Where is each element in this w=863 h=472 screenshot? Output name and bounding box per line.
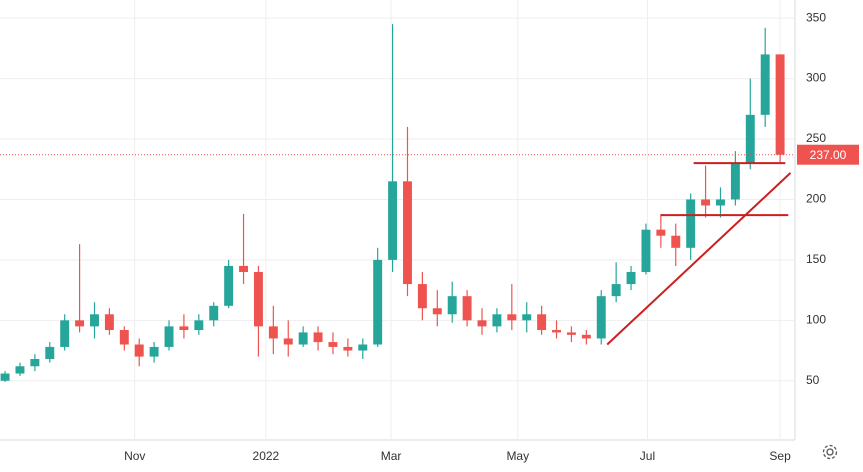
candle-body — [358, 344, 368, 351]
candle-body — [373, 259, 383, 345]
gear-teeth — [822, 444, 838, 460]
y-tick-label: 150 — [806, 252, 826, 266]
candle-body — [552, 330, 562, 333]
candle-body — [417, 284, 427, 309]
candle-body — [75, 320, 85, 327]
candle-body — [492, 314, 502, 327]
candle-body — [253, 271, 263, 327]
candle-body — [462, 296, 472, 321]
settings-icon[interactable] — [822, 444, 838, 460]
trend-line — [606, 172, 792, 346]
candle-body — [581, 334, 591, 339]
x-tick-label: Sep — [769, 449, 791, 463]
candle-body — [730, 163, 740, 200]
x-tick-label: Mar — [381, 449, 402, 463]
candle-body — [671, 235, 681, 248]
candle-body — [566, 332, 576, 335]
candle-body — [477, 320, 487, 327]
y-tick-label: 300 — [806, 71, 826, 85]
y-tick-label: 250 — [806, 131, 826, 145]
candle-body — [239, 265, 249, 272]
candle-body — [507, 314, 517, 321]
candle-body — [149, 346, 159, 357]
candle-body — [15, 366, 25, 374]
candle-body — [701, 199, 711, 206]
candle-body — [164, 326, 174, 347]
x-tick-label: 2022 — [253, 449, 280, 463]
candle-body — [328, 342, 338, 347]
candle-body — [0, 373, 10, 381]
candle-body — [209, 305, 219, 321]
candle-body — [268, 326, 278, 339]
candle-body — [596, 296, 606, 339]
candle-body — [403, 181, 412, 285]
candle-body — [60, 320, 70, 347]
candle-body — [716, 199, 725, 206]
candle-body — [134, 344, 144, 357]
y-tick-label: 350 — [806, 10, 826, 24]
y-tick-label: 200 — [806, 192, 826, 206]
candle-body — [388, 181, 398, 260]
candle-body — [194, 320, 204, 330]
x-tick-label: Jul — [640, 449, 655, 463]
candle-body — [745, 114, 755, 164]
candle-body — [537, 314, 547, 330]
candle-body — [283, 338, 293, 345]
x-tick-label: Nov — [124, 449, 145, 463]
candle-body — [104, 314, 114, 330]
y-tick-label: 50 — [806, 373, 820, 387]
candle-body — [611, 284, 621, 297]
candle-body — [626, 271, 636, 285]
candle-body — [298, 332, 308, 345]
gear-hub — [826, 448, 834, 456]
last-price-label: 237.00 — [810, 148, 847, 162]
candle-body — [447, 296, 457, 315]
candle-body — [760, 54, 770, 115]
candle-body — [522, 314, 532, 321]
candle-body — [343, 346, 353, 351]
grid — [0, 0, 795, 440]
candle-body — [45, 346, 55, 360]
candle-body — [641, 229, 651, 272]
x-tick-label: May — [506, 449, 529, 463]
candle-body — [90, 314, 99, 327]
candle-body — [119, 330, 129, 345]
y-tick-label: 100 — [806, 313, 826, 327]
candle-body — [224, 265, 234, 306]
last-price-box — [797, 144, 859, 165]
candle-body — [656, 229, 666, 236]
candle-body — [179, 326, 189, 330]
candle-body — [686, 199, 696, 248]
candle-body — [30, 359, 40, 367]
candle-body — [432, 308, 442, 315]
candle-body — [313, 332, 323, 343]
candle-body — [775, 54, 785, 155]
